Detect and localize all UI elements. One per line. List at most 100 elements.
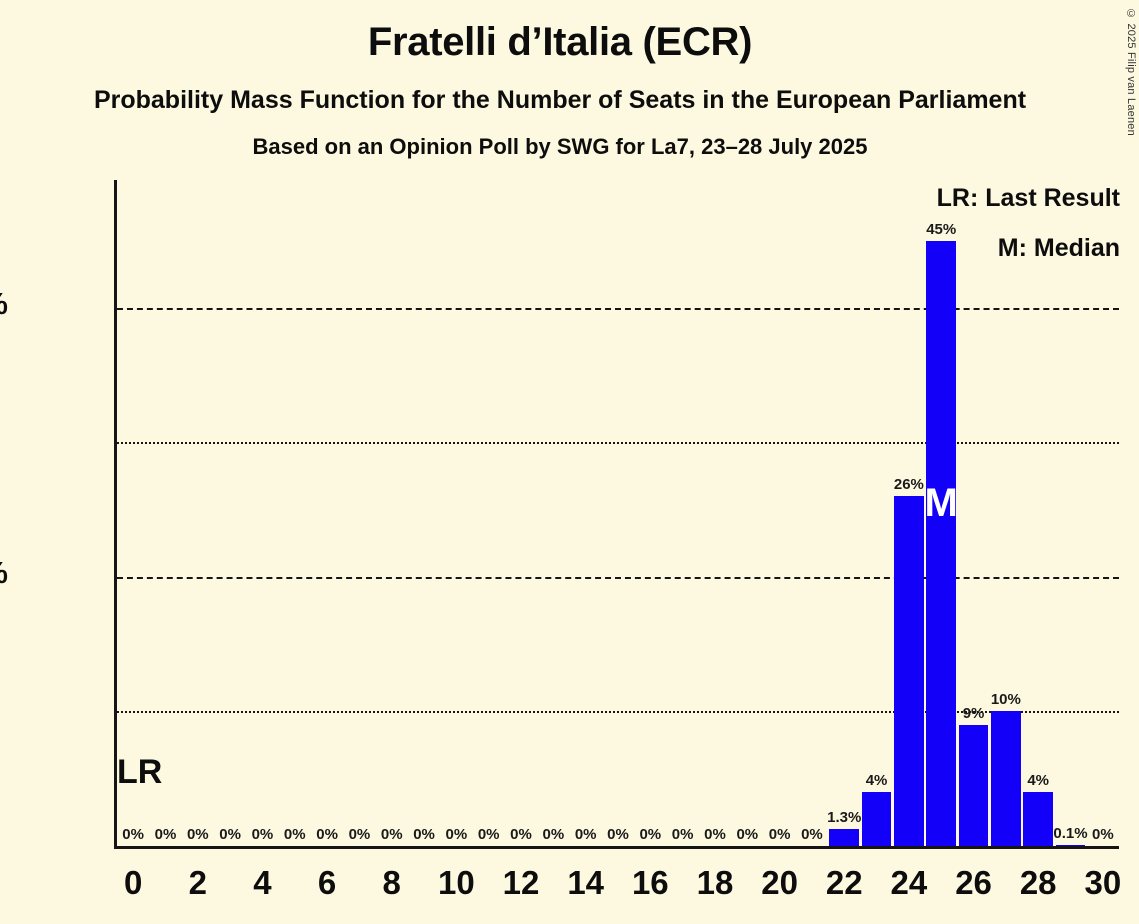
bar-value-seat-27: 10% — [990, 691, 1021, 709]
x-tick-18: 18 — [696, 864, 734, 901]
bar-slot-seat-17[interactable]: 0% — [668, 180, 698, 846]
bar-slot-seat-16[interactable]: 0% — [635, 180, 665, 846]
gridline-10 — [117, 711, 1119, 714]
chart-subtitle: Probability Mass Function for the Number… — [93, 86, 1027, 114]
x-tick-26: 26 — [955, 864, 992, 901]
bar-value-seat-13: 0% — [542, 826, 565, 843]
bar-slot-seat-6[interactable]: 0% — [312, 180, 342, 846]
bar-value-seat-8: 0% — [380, 826, 403, 843]
x-tick-2: 2 — [188, 864, 207, 901]
bar-value-seat-3: 0% — [219, 826, 241, 843]
bar-value-seat-2: 0% — [186, 826, 209, 843]
bar-value-seat-23: 4% — [865, 772, 888, 790]
bar-value-seat-20: 0% — [768, 826, 791, 843]
bar-slot-seat-3[interactable]: 0% — [215, 180, 245, 846]
x-tick-8: 8 — [382, 864, 401, 901]
bar-slot-seat-19[interactable]: 0% — [732, 180, 762, 846]
bar-value-seat-5: 0% — [283, 826, 306, 843]
bar-slot-seat-10[interactable]: 0% — [442, 180, 472, 846]
bar-slot-seat-4[interactable]: 0% — [248, 180, 278, 846]
bar-slot-seat-21[interactable]: 0% — [797, 180, 827, 846]
bar-slot-seat-18[interactable]: 0% — [700, 180, 730, 846]
gridline-20 — [117, 576, 1119, 579]
x-tick-22: 22 — [825, 864, 863, 901]
bar-slot-seat-11[interactable]: 0% — [474, 180, 504, 846]
bar-slot-seat-20[interactable]: 0% — [765, 180, 795, 846]
bar-seat-24[interactable] — [894, 496, 924, 846]
bar-value-seat-17: 0% — [671, 826, 694, 843]
bar-value-seat-0: 0% — [122, 826, 144, 843]
x-tick-16: 16 — [631, 864, 669, 901]
title-block: Fratelli d’Italia (ECR) Probability Mass… — [0, 0, 1120, 158]
page-title: Fratelli d’Italia (ECR) — [367, 20, 753, 64]
bar-slot-seat-5[interactable]: 0% — [280, 180, 310, 846]
x-tick-30: 30 — [1084, 864, 1122, 901]
bar-seat-23[interactable] — [861, 792, 892, 846]
x-tick-12: 12 — [502, 864, 540, 901]
x-tick-6: 6 — [317, 864, 337, 901]
bar-slot-seat-24[interactable]: 26% — [894, 180, 924, 846]
bar-value-seat-10: 0% — [445, 826, 468, 843]
bar-seat-25[interactable] — [926, 240, 957, 846]
bar-value-seat-4: 0% — [251, 826, 274, 843]
bar-value-seat-22: 1.3% — [827, 808, 862, 826]
bar-slot-seat-29[interactable]: 0.1% — [1053, 180, 1088, 846]
bar-value-seat-26: 9% — [962, 704, 985, 722]
bar-slot-seat-8[interactable]: 0% — [377, 180, 407, 846]
bar-seat-27[interactable] — [991, 711, 1021, 846]
bar-slot-seat-7[interactable]: 0% — [345, 180, 375, 846]
bar-slot-seat-14[interactable]: 0% — [571, 180, 601, 846]
bar-value-seat-28: 4% — [1027, 772, 1050, 790]
bar-value-seat-1: 0% — [154, 826, 177, 843]
bar-value-seat-6: 0% — [316, 826, 338, 843]
last-result-marker: LR — [117, 753, 163, 791]
y-tick-20: 20% — [0, 555, 8, 591]
plot-area: 0% 0% 0% 0% 0% 0% 0% 0% 0% 0% 0% 0% 0% 0% 0% 0% 0% 0% 0% 0%… — [114, 180, 1119, 849]
bar-value-seat-11: 0% — [477, 826, 500, 843]
gridline-30 — [117, 442, 1119, 445]
bar-seat-29[interactable] — [1055, 844, 1086, 846]
bar-value-seat-7: 0% — [348, 826, 371, 843]
bar-slot-seat-12[interactable]: 0% — [506, 180, 536, 846]
x-tick-28: 28 — [1019, 864, 1057, 901]
bar-value-seat-16: 0% — [639, 826, 662, 843]
bar-value-seat-19: 0% — [736, 826, 759, 843]
bar-slot-seat-13[interactable]: 0% — [538, 180, 568, 846]
x-tick-4: 4 — [253, 864, 272, 901]
bar-slot-seat-9[interactable]: 0% — [409, 180, 439, 846]
bar-series: 0% 0% 0% 0% 0% 0% 0% 0% 0% 0% 0% 0% 0% 0% 0% 0% 0% 0% 0% 0%… — [117, 180, 1119, 846]
bar-slot-seat-22[interactable]: 1.3% — [827, 180, 862, 846]
bar-value-seat-18: 0% — [704, 826, 726, 843]
bar-value-seat-14: 0% — [574, 826, 597, 843]
bar-value-seat-21: 0% — [801, 826, 823, 843]
bar-value-seat-25: 45% — [926, 220, 957, 238]
bar-slot-seat-25[interactable]: 45% M — [924, 180, 958, 846]
bar-seat-22[interactable] — [829, 828, 860, 846]
legend-last-result: LR: Last Result — [936, 184, 1120, 212]
bar-seat-28[interactable] — [1023, 792, 1054, 846]
bar-value-seat-15: 0% — [607, 826, 629, 843]
y-tick-40: 40% — [0, 286, 8, 322]
bar-slot-seat-0[interactable]: 0% — [118, 180, 148, 846]
chart-source-line: Based on an Opinion Poll by SWG for La7,… — [252, 134, 868, 159]
legend-median: M: Median — [997, 234, 1120, 262]
bar-slot-seat-26[interactable]: 9% — [958, 180, 989, 846]
bar-seat-26[interactable] — [958, 724, 989, 846]
bar-value-seat-9: 0% — [413, 826, 435, 843]
bar-slot-seat-30[interactable]: 0% — [1088, 180, 1118, 846]
x-axis-line — [114, 846, 1119, 849]
bar-slot-seat-27[interactable]: 10% — [991, 180, 1021, 846]
median-marker: M — [924, 481, 958, 526]
bar-slot-seat-23[interactable]: 4% — [861, 180, 892, 846]
bar-value-seat-29: 0.1% — [1053, 824, 1088, 842]
x-tick-0: 0 — [123, 864, 143, 901]
bar-slot-seat-28[interactable]: 4% — [1023, 180, 1054, 846]
gridline-40 — [117, 307, 1119, 310]
bar-value-seat-12: 0% — [510, 826, 532, 843]
bar-value-seat-24: 26% — [893, 476, 924, 494]
bar-slot-seat-2[interactable]: 0% — [183, 180, 213, 846]
x-tick-24: 24 — [890, 864, 928, 901]
bar-slot-seat-1[interactable]: 0% — [151, 180, 181, 846]
bar-slot-seat-15[interactable]: 0% — [603, 180, 633, 846]
